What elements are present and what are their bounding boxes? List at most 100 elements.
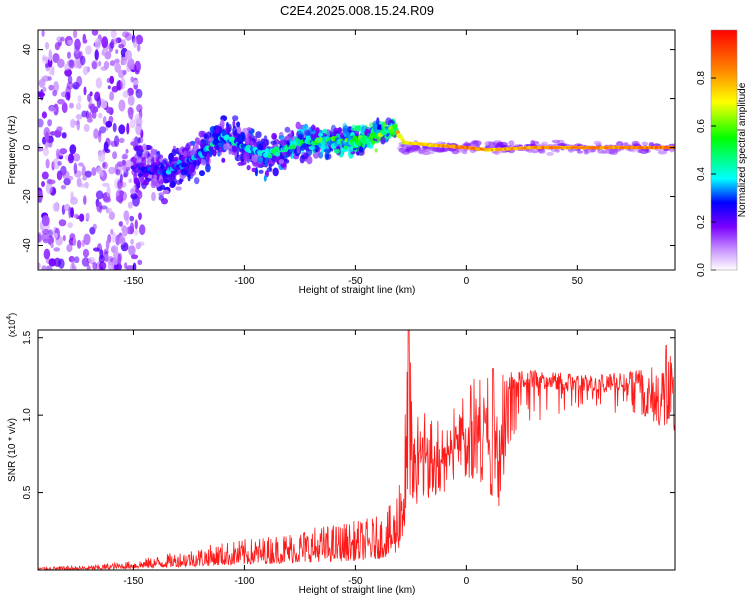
colorbar-label: Normalized spectral amplitude	[737, 82, 748, 217]
spectrogram-cell	[118, 221, 123, 227]
spectrogram-cell	[315, 127, 320, 134]
spectrogram-cell	[105, 120, 113, 128]
spectrogram-cell	[103, 141, 109, 152]
spectrogram-cell	[128, 245, 136, 256]
spectrogram-cell	[130, 254, 139, 260]
spectrogram-cell	[45, 131, 50, 143]
spectrogram-cell	[137, 241, 145, 247]
spectrogram-cell	[41, 30, 45, 37]
spectrogram-cell	[304, 129, 310, 136]
spectrogram-ridge-core	[410, 142, 414, 145]
spectrogram-cell	[221, 157, 226, 163]
spectrogram-ridge-core	[419, 143, 423, 145]
spectrogram-ridge-core	[643, 146, 647, 149]
spectrogram-cell	[147, 174, 153, 179]
spectrogram-cell	[356, 151, 360, 156]
spectrogram-cell	[72, 237, 77, 247]
spectrogram-ridge-core	[606, 146, 609, 149]
spectrogram-cell	[648, 142, 655, 147]
spectrogram-cell	[94, 38, 101, 50]
spectrogram-cell	[125, 148, 129, 154]
x-tick-label: 50	[572, 576, 584, 587]
spectrogram-cell	[405, 146, 412, 151]
spectrogram-cell	[310, 125, 316, 130]
spectrogram-cell	[67, 51, 71, 59]
spectrogram-ridge-core	[539, 146, 543, 149]
spectrogram-cell	[147, 153, 151, 158]
y-tick-label: -40	[22, 238, 33, 253]
spectrogram-cell	[97, 151, 106, 163]
spectrogram-cell	[272, 167, 279, 177]
spectrogram-marks	[38, 30, 675, 270]
spectrogram-cell	[122, 173, 127, 178]
spectrogram-cell	[161, 198, 168, 205]
spectrogram-cell	[112, 122, 117, 133]
spectrogram-cell	[236, 121, 241, 128]
spectrogram-cell	[296, 145, 300, 154]
spectrogram-cell	[118, 235, 126, 246]
spectrogram-cell	[231, 145, 237, 153]
spectrogram-cell	[61, 102, 68, 114]
spectrogram-cell	[95, 77, 103, 89]
spectrogram-cell	[74, 38, 81, 51]
spectrogram-cell	[66, 81, 74, 90]
spectrogram-ridge-core	[437, 144, 440, 147]
spectrogram-ridge-core	[612, 146, 616, 149]
spectrogram-cell	[101, 36, 109, 49]
spectrogram-ridge-core	[592, 146, 596, 149]
spectrogram-cell	[127, 107, 134, 116]
spectrogram-cell	[95, 190, 104, 200]
spectrogram-cell	[110, 245, 119, 253]
spectrogram-cell	[205, 163, 211, 173]
spectrogram-cell	[73, 162, 78, 174]
spectrogram-cell	[93, 128, 99, 139]
spectrogram-cell	[263, 174, 267, 182]
spectrogram-ridge-core	[486, 148, 489, 151]
x-tick-label: 0	[464, 576, 470, 587]
spectrogram-cell	[496, 141, 504, 148]
spectrogram-cell	[232, 115, 239, 121]
colorbar-ticks: 0.0 0.2 0.4 0.6 0.8	[696, 29, 738, 277]
spectrogram-ridge-core	[453, 145, 456, 148]
spectrogram-cell	[99, 126, 107, 134]
spectrogram-ridge-core	[497, 148, 500, 151]
spectrogram-cell	[158, 192, 165, 197]
spectrogram-ridge-core	[524, 147, 527, 149]
spectrogram-cell	[128, 178, 132, 184]
spectrogram-cell	[201, 159, 206, 166]
spectrogram-cell	[64, 63, 70, 71]
spectrogram-ridge-core	[626, 146, 629, 149]
spectrogram-cell	[45, 265, 53, 270]
spectrogram-cell	[551, 139, 561, 144]
spectrogram-cell	[112, 257, 119, 265]
spectrogram-cell	[61, 170, 70, 179]
spectrogram-cell	[333, 148, 340, 154]
spectrogram-cell	[83, 86, 87, 96]
spectrogram-ridge-core	[552, 146, 556, 149]
spectrogram-cell	[150, 148, 156, 156]
spectrogram-cell	[105, 239, 110, 250]
spectrogram-cell	[130, 76, 134, 83]
spectrogram-cell	[462, 142, 472, 147]
spectrogram-ridge-core	[579, 146, 583, 149]
spectrogram-cell	[318, 151, 324, 159]
spectrogram-ridge-core	[615, 146, 618, 149]
spectrogram-ridge-core	[517, 147, 520, 150]
spectrogram-ridge-cell	[275, 151, 281, 157]
spectrogram-cell	[68, 59, 75, 69]
spectrogram-cell	[130, 238, 134, 245]
spectrogram-cell	[81, 257, 90, 267]
spectrogram-cell	[82, 248, 90, 258]
spectrogram-cell	[82, 66, 89, 76]
spectrogram-cell	[555, 148, 560, 153]
spectrogram-ridge-cell	[267, 153, 273, 159]
spectrogram-cell	[83, 195, 87, 205]
spectrogram-ridge-core	[559, 146, 563, 149]
spectrogram-cell	[139, 224, 146, 236]
spectrogram-cell	[73, 153, 81, 162]
spectrogram-cell	[91, 167, 97, 176]
spectrogram-cell	[48, 84, 55, 91]
spectrogram-cell	[71, 257, 75, 269]
spectrogram-cell	[284, 126, 291, 133]
spectrogram-panel: -150 -100 -50 0 50 -40 -20 0 20 40 Height of stra…	[7, 29, 676, 296]
